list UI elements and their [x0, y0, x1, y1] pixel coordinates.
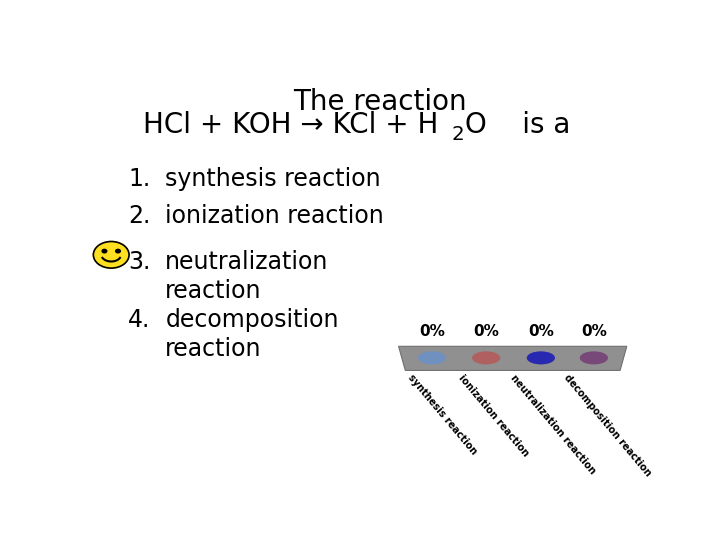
Ellipse shape [528, 352, 554, 364]
Text: 3.: 3. [128, 250, 150, 274]
Ellipse shape [418, 352, 446, 364]
Text: 1.: 1. [128, 167, 150, 191]
Text: The reaction: The reaction [293, 87, 467, 116]
Text: HCl + KOH → KCl + H: HCl + KOH → KCl + H [143, 111, 438, 139]
Text: 0%: 0% [581, 324, 607, 339]
Text: synthesis reaction: synthesis reaction [166, 167, 381, 191]
Circle shape [94, 241, 129, 268]
Text: decomposition
reaction: decomposition reaction [166, 308, 339, 361]
Text: 0%: 0% [528, 324, 554, 339]
Text: synthesis reaction: synthesis reaction [406, 373, 479, 456]
Text: 0%: 0% [419, 324, 445, 339]
Text: neutralization reaction: neutralization reaction [508, 373, 597, 476]
Text: neutralization
reaction: neutralization reaction [166, 250, 329, 302]
Ellipse shape [473, 352, 500, 364]
Text: 4.: 4. [128, 308, 150, 332]
Text: 2.: 2. [128, 204, 150, 228]
Polygon shape [399, 346, 627, 370]
Text: ionization reaction: ionization reaction [166, 204, 384, 228]
Circle shape [116, 249, 120, 253]
Ellipse shape [580, 352, 607, 364]
Circle shape [102, 249, 107, 253]
Text: decomposition reaction: decomposition reaction [562, 373, 653, 478]
Text: O    is a: O is a [465, 111, 570, 139]
Text: 2: 2 [451, 125, 464, 144]
Text: ionization reaction: ionization reaction [456, 373, 531, 458]
Text: 0%: 0% [473, 324, 499, 339]
